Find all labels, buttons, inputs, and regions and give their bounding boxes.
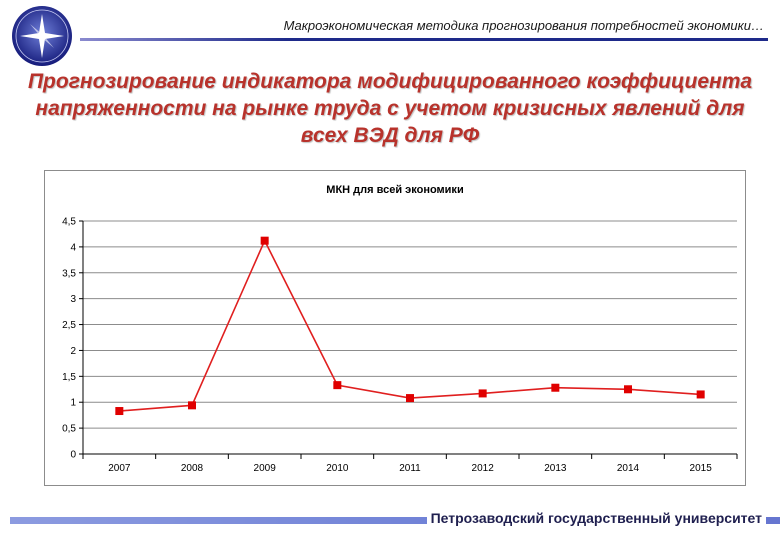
y-tick-label: 4 — [70, 242, 76, 253]
data-point — [333, 381, 342, 390]
data-point — [624, 385, 632, 394]
y-tick-label: 2 — [70, 346, 76, 357]
x-tick-label: 2013 — [544, 463, 567, 474]
data-point — [478, 389, 487, 398]
y-tick-label: 1,5 — [62, 372, 76, 383]
chart-panel: МКН для всей экономики 0 0,5 1 1,5 2 2,5 3 3,5 4… — [44, 170, 746, 486]
y-tick-label: 0,5 — [62, 424, 76, 435]
y-tick-label: 1 — [70, 398, 76, 409]
footer-university-name: Петрозаводский государственный университ… — [426, 510, 766, 526]
series-line — [119, 238, 701, 412]
x-tick-label: 2007 — [108, 463, 131, 474]
data-point — [551, 383, 560, 392]
y-tick-label: 4,5 — [62, 217, 76, 228]
x-tick-label: 2014 — [617, 463, 640, 474]
x-tick-label: 2008 — [181, 463, 204, 474]
chart-title: МКН для всей экономики — [326, 184, 463, 196]
university-logo — [12, 6, 72, 66]
x-tick-label: 2012 — [472, 463, 495, 474]
x-tick-label: 2011 — [399, 463, 421, 474]
x-tick-label: 2009 — [254, 463, 277, 474]
x-tick-label: 2010 — [326, 463, 349, 474]
data-point — [260, 236, 269, 245]
data-point — [406, 394, 414, 403]
data-point — [696, 390, 705, 399]
footer-bar — [10, 517, 780, 524]
header-caption: Макроэкономическая методика прогнозирова… — [283, 18, 764, 33]
slide-title: Прогнозирование индикатора модифицирован… — [27, 70, 753, 147]
y-tick-label: 3,5 — [62, 268, 76, 279]
y-tick-label: 3 — [70, 294, 76, 305]
data-point — [115, 407, 124, 416]
line-chart: МКН для всей экономики 0 0,5 1 1,5 2 2,5 3 3,5 4… — [62, 184, 738, 474]
x-tick-label: 2015 — [690, 463, 713, 474]
y-tick-label: 2,5 — [62, 320, 76, 331]
y-tick-label: 0 — [70, 450, 76, 461]
header-divider — [80, 38, 768, 41]
data-point — [188, 401, 196, 410]
